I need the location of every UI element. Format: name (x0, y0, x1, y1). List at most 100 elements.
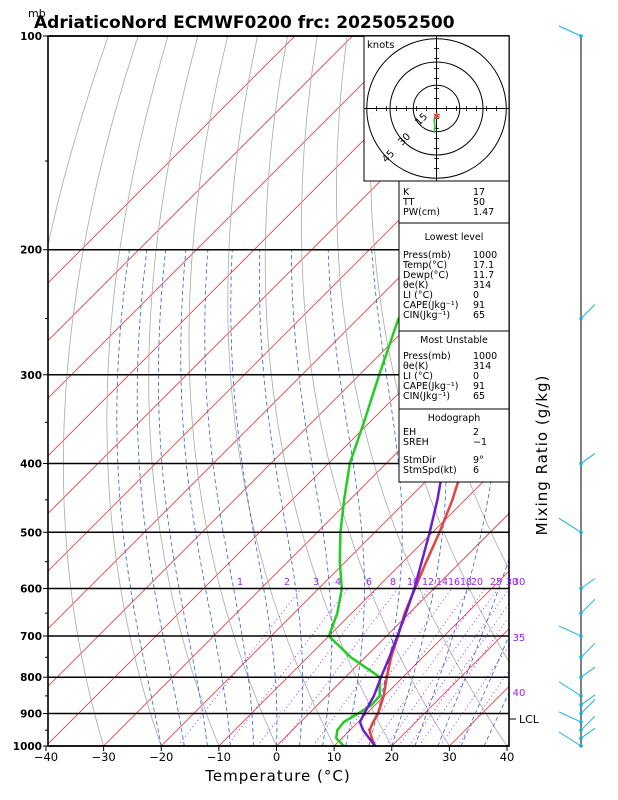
panel-row-label: Press(mb) (403, 351, 451, 362)
wind-barb (558, 681, 582, 697)
temperature-tick-label: 20 (384, 750, 399, 764)
wind-barb (580, 715, 596, 731)
panel-row-value: 6 (473, 465, 479, 476)
wind-barb (558, 517, 582, 533)
pressure-tick-label: 400 (20, 458, 42, 470)
pressure-tick-labels: 100 200 300 400 500 600 700 800 900 1000 (13, 31, 42, 753)
moist-adiabat (204, 249, 254, 746)
mixing-ratio-label: 3 (313, 577, 319, 588)
mixing-ratio-label: 6 (366, 577, 372, 588)
mixing-ratio-label: 18 (460, 577, 472, 588)
mixing-ratio-label: 25 (490, 577, 502, 588)
wind-barb-point (579, 703, 583, 707)
panel-row-value: 91 (473, 381, 485, 392)
pressure-tick-label: 300 (20, 370, 42, 382)
mixing-ratio-label: 16 (448, 577, 460, 588)
panel-row-value: 50 (473, 197, 485, 208)
wind-barb-point (579, 728, 583, 732)
moist-adiabat (158, 249, 208, 746)
mixing-ratio-line (312, 588, 430, 746)
panel-row-label: LI (°C) (403, 290, 433, 301)
temperature-tick-label: 10 (327, 750, 342, 764)
pressure-tick-label: 800 (20, 672, 42, 684)
hodograph-trace (433, 113, 437, 134)
wind-barb-point (579, 655, 583, 660)
temperature-tick-label: −30 (91, 750, 115, 764)
wind-barb (558, 731, 582, 747)
isotherm (218, 455, 509, 746)
panel-row-value: 17 (473, 187, 485, 198)
panel-row-label: StmDir (403, 455, 436, 466)
wind-barb-point (579, 586, 583, 591)
wind-barb (580, 727, 596, 739)
isotherm (48, 36, 411, 399)
mixing-ratio-line (372, 588, 486, 746)
wind-barb (580, 453, 596, 464)
mixing-ratio-label: 14 (436, 577, 448, 588)
moist-adiabat (291, 249, 332, 746)
dry-adiabat (62, 36, 139, 746)
panel-row-label: Press(mb) (403, 250, 451, 261)
mixing-ratio-label: 4 (335, 577, 341, 588)
temperature-tick-label: 40 (500, 750, 515, 764)
moist-adiabat (230, 249, 278, 746)
mixing-ratio-line (336, 588, 453, 746)
x-axis-label: Temperature (°C) (204, 767, 350, 785)
panel-row-value: 65 (473, 310, 485, 321)
panel-box (398, 180, 510, 224)
temperature-tick-label: −10 (207, 750, 231, 764)
mixing-ratio-line (385, 588, 499, 746)
wind-barb (580, 598, 596, 614)
dry-adiabat (264, 36, 393, 746)
panel-row-label: θe(K) (403, 280, 428, 291)
mixing-ratio-axis-label: Mixing Ratio (g/kg) (533, 375, 551, 536)
panel-row-label: StmSpd(kt) (403, 465, 457, 476)
wind-barb-point (579, 720, 583, 724)
panel-row-value: 2 (473, 427, 479, 438)
pressure-unit: mb (28, 7, 46, 20)
mixing-ratio-line (177, 588, 302, 746)
wind-barb-column (558, 25, 596, 748)
isotherm (160, 397, 509, 746)
dry-adiabat (106, 36, 169, 746)
dry-adiabat (369, 36, 509, 663)
panel-row-value: 314 (473, 280, 491, 291)
panel-row-value: 0 (473, 290, 479, 301)
isotherm (48, 36, 353, 342)
wind-barb-point (579, 736, 583, 740)
wind-barb (558, 25, 582, 37)
temperature-tick-label: −20 (149, 750, 173, 764)
pressure-tick-label: 200 (20, 245, 42, 257)
wind-barb (558, 711, 582, 723)
mixing-ratio-label: 2 (284, 577, 290, 588)
temperature-tick-label: 0 (273, 750, 280, 764)
temperature-tick-labels: −40 −30 −20 −10 0 10 20 30 40 (34, 746, 515, 764)
mixing-ratio-label: 8 (390, 577, 396, 588)
panel-row-label: Dewp(°C) (403, 270, 449, 281)
hodograph-unit: knots (367, 40, 394, 51)
panel-row-value: 11.7 (473, 270, 494, 281)
panel-title: Lowest level (425, 232, 484, 243)
pressure-tick-label: 900 (20, 709, 42, 721)
lcl-label: LCL (519, 713, 540, 726)
panel-row-label: Temp(°C) (402, 260, 447, 271)
mixing-ratio-label: 10 (407, 577, 419, 588)
panel-row-value: 1.47 (473, 207, 494, 218)
wind-barb (580, 666, 596, 678)
panel-row-label: LI (°C) (403, 371, 433, 382)
panel-row-label: EH (403, 427, 416, 438)
pressure-tick-label: 600 (20, 583, 42, 595)
panel-row-label: CIN(Jkg⁻¹) (403, 391, 450, 402)
moist-adiabat (116, 249, 162, 746)
panel-row-value: 17.1 (473, 260, 494, 271)
moist-adiabat (327, 249, 365, 746)
panel-row-value: 91 (473, 300, 485, 311)
dry-adiabat (227, 36, 335, 746)
panel-row-label: CIN(Jkg⁻¹) (403, 310, 450, 321)
isotherm (48, 36, 296, 284)
theta-e-label: 35 (513, 633, 526, 644)
pressure-tick-label: 700 (20, 631, 42, 643)
